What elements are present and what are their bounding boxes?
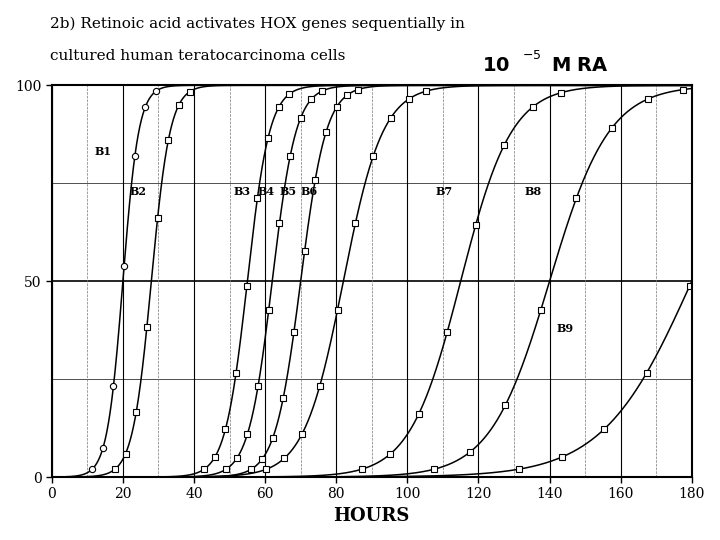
Text: B6: B6 bbox=[301, 186, 318, 197]
X-axis label: HOURS: HOURS bbox=[333, 507, 410, 525]
Text: $-5$: $-5$ bbox=[522, 49, 541, 62]
Text: B3: B3 bbox=[233, 186, 251, 197]
Text: B4: B4 bbox=[258, 186, 275, 197]
Text: $\mathbf{10}$: $\mathbf{10}$ bbox=[482, 57, 510, 75]
Text: 2b) Retinoic acid activates HOX genes sequentially in: 2b) Retinoic acid activates HOX genes se… bbox=[50, 16, 465, 31]
Text: B5: B5 bbox=[279, 186, 297, 197]
Text: B8: B8 bbox=[525, 186, 542, 197]
Text: B1: B1 bbox=[94, 146, 112, 157]
Text: B7: B7 bbox=[436, 186, 453, 197]
Text: B9: B9 bbox=[557, 323, 574, 334]
Text: $\mathbf{M\ RA}$: $\mathbf{M\ RA}$ bbox=[551, 57, 608, 75]
Text: cultured human teratocarcinoma cells: cultured human teratocarcinoma cells bbox=[50, 49, 346, 63]
Text: B2: B2 bbox=[130, 186, 147, 197]
